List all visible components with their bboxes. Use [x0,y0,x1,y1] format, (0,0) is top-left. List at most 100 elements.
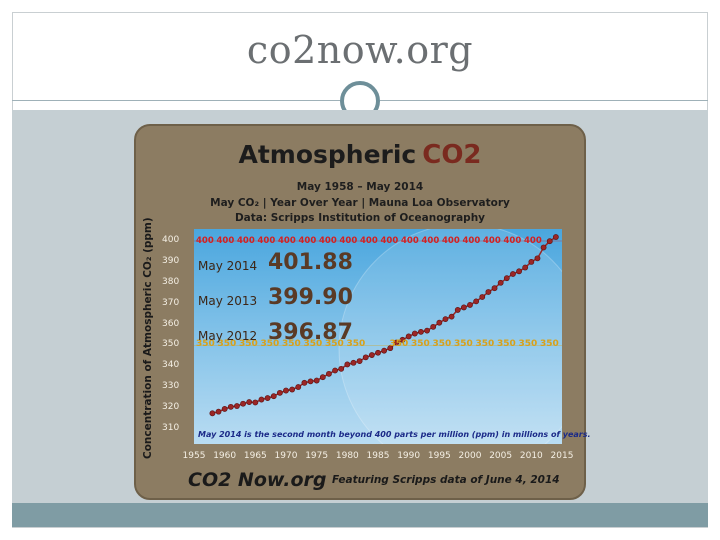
ref-400-label: 400 [442,236,460,246]
ref-400-label: 400 [380,236,399,246]
ref-350-label: 350 [325,339,344,350]
ref-350-label: 350 [411,339,430,350]
data-point [326,370,332,377]
ref-350-label: 350 [282,339,301,350]
poster-subtitle-range: May 1958 – May 2014 [296,181,424,193]
data-point [436,319,443,326]
y-tick-label: 340 [162,360,180,371]
data-point [393,339,400,346]
data-point [319,374,326,381]
data-point [381,347,388,354]
ref-400-label: 400 [462,236,481,246]
x-tick-label: 1995 [427,451,451,461]
ref-350-label: 350 [239,339,258,350]
x-tick-label: 1970 [274,451,298,461]
data-point [479,294,486,300]
data-point [338,365,345,372]
data-point [240,400,246,407]
x-tick-label: 2015 [550,451,574,461]
title-divider-right [380,100,708,101]
ref-350-label: 350 [475,339,495,350]
ref-400-label: 400 [216,236,235,246]
ref-350-label: 350 [260,339,280,350]
ref-400-label: 400 [237,236,255,246]
data-point [411,330,418,337]
data-point [227,403,234,410]
poster-title-co2: CO2 [422,140,482,170]
data-point [516,268,522,275]
ref-400-label: 400 [257,236,276,246]
data-point [356,358,363,365]
data-point [430,323,437,330]
y-tick-label: 310 [162,423,180,433]
data-point [460,304,467,311]
y-tick-label: 380 [162,276,180,287]
ref-400-label: 400 [503,236,522,246]
data-point [473,298,480,305]
x-tick-label: 1955 [182,451,206,461]
data-point [405,333,412,340]
data-point [283,387,289,394]
y-tick-label: 400 [162,235,180,245]
featuring-caption: Featuring Scripps data of June 4, 2014 [332,474,560,486]
data-point [546,238,553,245]
data-point [252,399,259,406]
data-point [246,399,253,405]
data-point [418,328,424,335]
x-tick-label: 1975 [305,451,329,461]
x-tick-label: 2005 [489,451,513,461]
co2-poster-image: Atmospheric CO2 May 1958 – May 2014 May C… [134,124,591,500]
data-point [313,377,320,384]
poster-subtitle-info: May CO₂ | Year Over Year | Mauna Loa Obs… [210,197,510,209]
y-axis-title: Concentration of Atmospheric CO₂ (ppm) [142,217,154,459]
ref-350-label: 350 [497,339,516,350]
data-point [485,289,492,295]
data-point [362,354,369,361]
y-tick-label: 390 [162,255,180,266]
data-point [221,406,228,412]
ref-350-label: 350 [196,339,215,350]
data-point [510,271,516,277]
data-point [540,244,547,251]
ref-400-label: 400 [421,236,440,246]
data-point [295,384,302,390]
data-point [258,396,265,403]
ref-400-label: 400 [401,236,419,246]
x-tick-label: 1965 [243,451,267,461]
ref-350-label: 350 [432,339,452,350]
globe-watermark-icon [338,229,562,444]
ref-400-label: 400 [298,236,317,246]
x-tick-label: 1990 [397,451,421,461]
poster-title: Atmospheric CO2 [136,140,584,170]
reading-value-2013: 399.90 [268,285,353,310]
reading-value-2012: 396.87 [268,320,353,345]
ref-350-label: 350 [540,339,559,350]
data-point [307,378,314,385]
ref-350-label: 350 [454,339,473,350]
ref-350-label: 350 [303,339,323,350]
poster-subtitle-source: Data: Scripps Institution of Oceanograph… [234,212,486,224]
data-point [399,336,406,343]
plot-area [194,229,562,444]
footer-band [12,503,708,527]
data-point [344,361,351,368]
y-tick-label: 320 [162,402,180,413]
slide-title: co2now.org [246,28,474,72]
data-point [534,255,541,262]
ref-350-label: 350 [389,339,409,350]
poster-footnote: May 2014 is the second month beyond 400 … [198,430,591,439]
ref-400-label: 400 [360,236,378,246]
reading-label-2013: May 2013 [198,294,258,308]
ref-400-label: 400 [278,236,296,246]
ref-350-label: 350 [217,339,237,350]
x-tick-label: 2000 [458,451,482,461]
ref-400-label: 400 [339,236,358,246]
x-tick-label: 1980 [335,451,359,461]
x-tick-label: 1985 [366,451,390,461]
data-point [522,264,529,271]
y-tick-label: 330 [162,381,180,392]
data-point [552,234,559,240]
data-point [503,275,510,282]
data-point [387,345,394,352]
data-point [215,408,222,415]
